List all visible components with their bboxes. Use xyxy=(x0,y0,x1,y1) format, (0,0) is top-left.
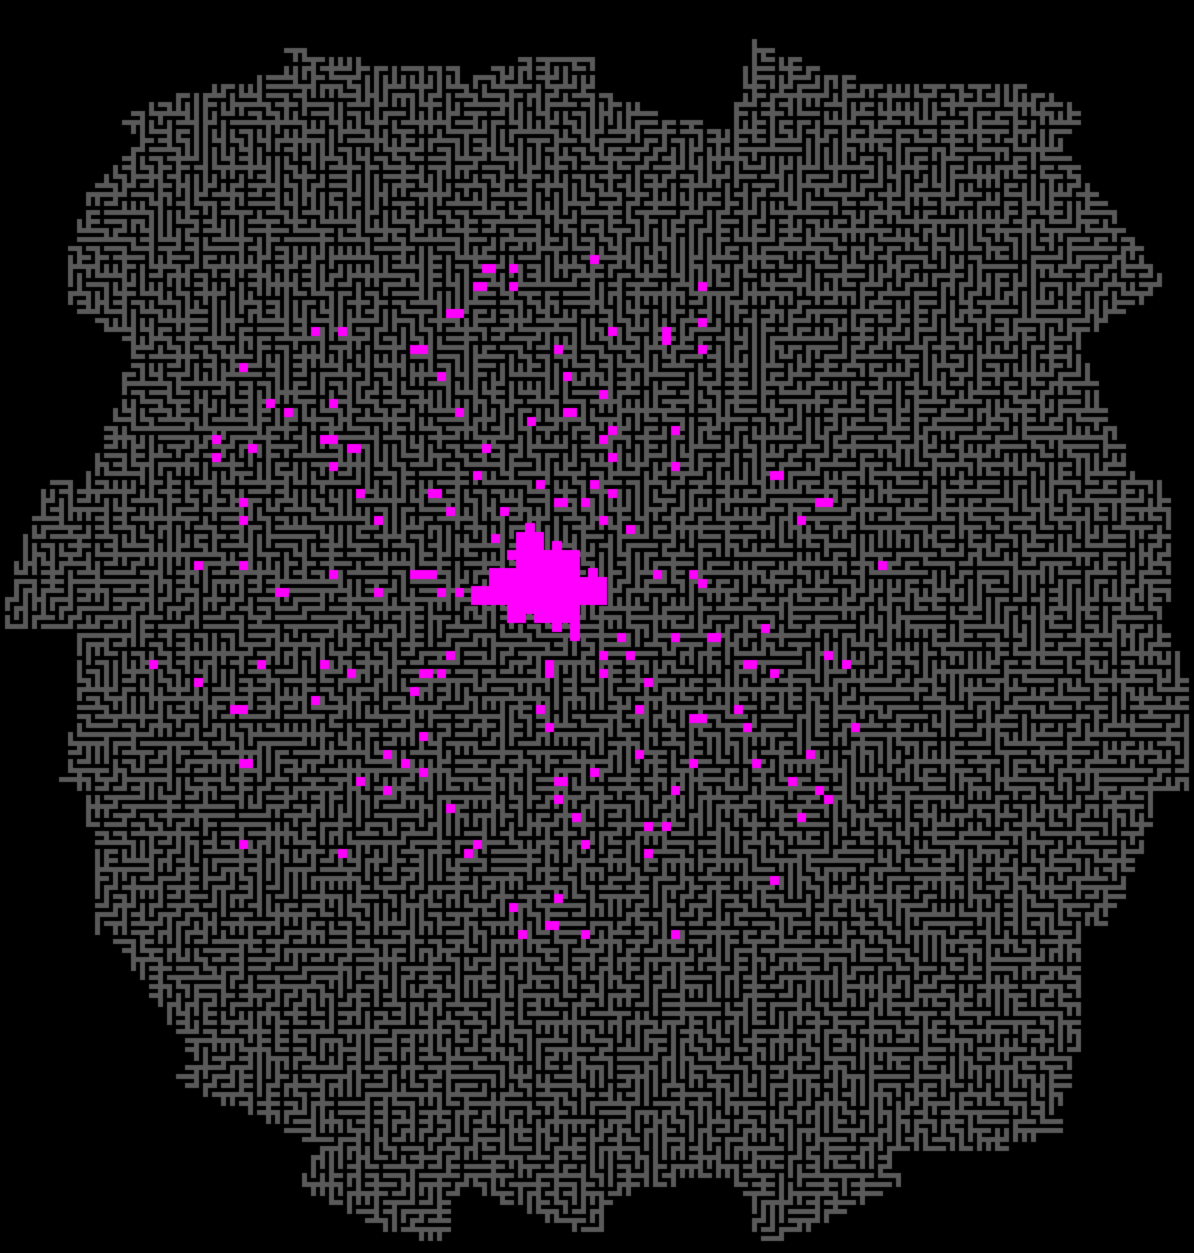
maze-canvas xyxy=(0,0,1194,1253)
